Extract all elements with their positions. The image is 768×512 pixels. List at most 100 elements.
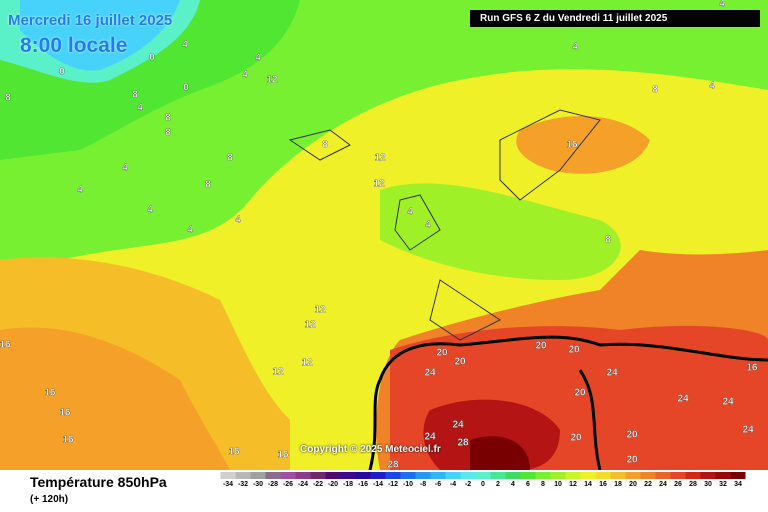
contour-label: 0 xyxy=(183,83,189,94)
scale-swatch xyxy=(580,472,596,479)
contour-label: 16 xyxy=(59,408,71,419)
contour-label: 24 xyxy=(424,432,436,443)
scale-swatch xyxy=(655,472,671,479)
run-info: Run GFS 6 Z du Vendredi 11 juillet 2025 xyxy=(470,10,760,27)
scale-label: -2 xyxy=(465,481,471,488)
contour-label: 4 xyxy=(407,207,413,218)
field-sahara-core xyxy=(470,436,530,470)
contour-label: 16 xyxy=(62,435,74,446)
contour-label: 12 xyxy=(373,179,385,190)
scale-label: 6 xyxy=(526,481,530,488)
scale-swatch xyxy=(520,472,536,479)
contour-label: 4 xyxy=(255,53,261,64)
scale-label: 12 xyxy=(569,481,577,488)
scale-swatch xyxy=(715,472,731,479)
contour-label: 4 xyxy=(719,0,725,10)
scale-label: -8 xyxy=(420,481,426,488)
scale-label: 30 xyxy=(704,481,712,488)
contour-label: 8 xyxy=(605,235,611,246)
scale-label: 18 xyxy=(614,481,622,488)
scale-label: 20 xyxy=(629,481,637,488)
scale-label: -34 xyxy=(223,481,233,488)
scale-swatch xyxy=(565,472,581,479)
field-scandinavia xyxy=(516,116,650,174)
scale-label: -6 xyxy=(435,481,441,488)
contour-label: 4 xyxy=(122,163,128,174)
scale-label: 24 xyxy=(659,481,667,488)
scale-label: -16 xyxy=(358,481,368,488)
contour-label: 4 xyxy=(242,70,248,81)
scale-swatch xyxy=(250,472,266,479)
scale-label: -4 xyxy=(450,481,456,488)
contour-label: 16 xyxy=(228,447,240,458)
scale-label: -10 xyxy=(403,481,413,488)
contour-label: 20 xyxy=(626,430,638,441)
contour-label: 28 xyxy=(457,438,469,449)
contour-label: 12 xyxy=(272,367,284,378)
scale-label: 16 xyxy=(599,481,607,488)
contour-label: 16 xyxy=(0,340,11,351)
map-time: 8:00 locale xyxy=(20,34,128,57)
contour-label: 4 xyxy=(182,40,188,51)
contour-label: 8 xyxy=(205,180,211,191)
contour-label: 4 xyxy=(709,81,715,92)
contour-label: 8 xyxy=(165,113,171,124)
contour-label: 4 xyxy=(425,220,431,231)
contour-label: 12 xyxy=(266,75,278,86)
coastline xyxy=(288,109,601,341)
scale-label: 2 xyxy=(496,481,500,488)
scale-label: -18 xyxy=(343,481,353,488)
scale-swatch xyxy=(670,472,686,479)
contour-label: 20 xyxy=(454,357,466,368)
contour-label: 8 xyxy=(5,93,11,104)
scale-swatch xyxy=(355,472,371,479)
scale-swatch xyxy=(385,472,401,479)
copyright: Copyright © 2025 Meteociel.fr xyxy=(300,444,441,455)
scale-swatch xyxy=(550,472,566,479)
scale-swatch xyxy=(535,472,551,479)
contour-label: 12 xyxy=(301,358,313,369)
contour-label: 20 xyxy=(535,341,547,352)
scale-swatch xyxy=(505,472,521,479)
contour-label: 24 xyxy=(606,368,618,379)
contour-label: 4 xyxy=(235,215,241,226)
scale-label: 22 xyxy=(644,481,652,488)
scale-label: -24 xyxy=(298,481,308,488)
contour-label: 16 xyxy=(277,450,289,461)
scale-label: -14 xyxy=(373,481,383,488)
scale-swatch xyxy=(640,472,656,479)
scale-swatch xyxy=(595,472,611,479)
contour-label: 8 xyxy=(132,90,138,101)
scale-label: 28 xyxy=(689,481,697,488)
scale-swatch xyxy=(280,472,296,479)
field-europe xyxy=(380,183,621,280)
contour-label: 12 xyxy=(374,153,386,164)
scale-swatch xyxy=(490,472,506,479)
scale-swatch xyxy=(340,472,356,479)
contour-label: 8 xyxy=(322,140,328,151)
field-sahara xyxy=(423,399,560,470)
contour-label: 24 xyxy=(742,425,754,436)
contour-label: 20 xyxy=(570,433,582,444)
scale-label: -30 xyxy=(253,481,263,488)
scale-swatch xyxy=(325,472,341,479)
contour-label: 8 xyxy=(165,128,171,139)
scale-label: 0 xyxy=(481,481,485,488)
scale-swatch xyxy=(265,472,281,479)
contour-label: 4 xyxy=(572,42,578,53)
contour-label: 16 xyxy=(44,388,56,399)
contour-label: 20 xyxy=(626,455,638,466)
field-coldest xyxy=(20,0,180,71)
contour-label: 16 xyxy=(566,140,578,151)
contour-label: 12 xyxy=(314,305,326,316)
contour-label: 8 xyxy=(652,85,658,96)
contour-label: 4 xyxy=(147,205,153,216)
contour-label: 12 xyxy=(304,320,316,331)
scale-label: -28 xyxy=(268,481,278,488)
scale-label: 34 xyxy=(734,481,742,488)
scale-swatch xyxy=(610,472,626,479)
scale-swatch xyxy=(220,472,236,479)
contour-label: 24 xyxy=(677,394,689,405)
contour-label: 8 xyxy=(227,153,233,164)
